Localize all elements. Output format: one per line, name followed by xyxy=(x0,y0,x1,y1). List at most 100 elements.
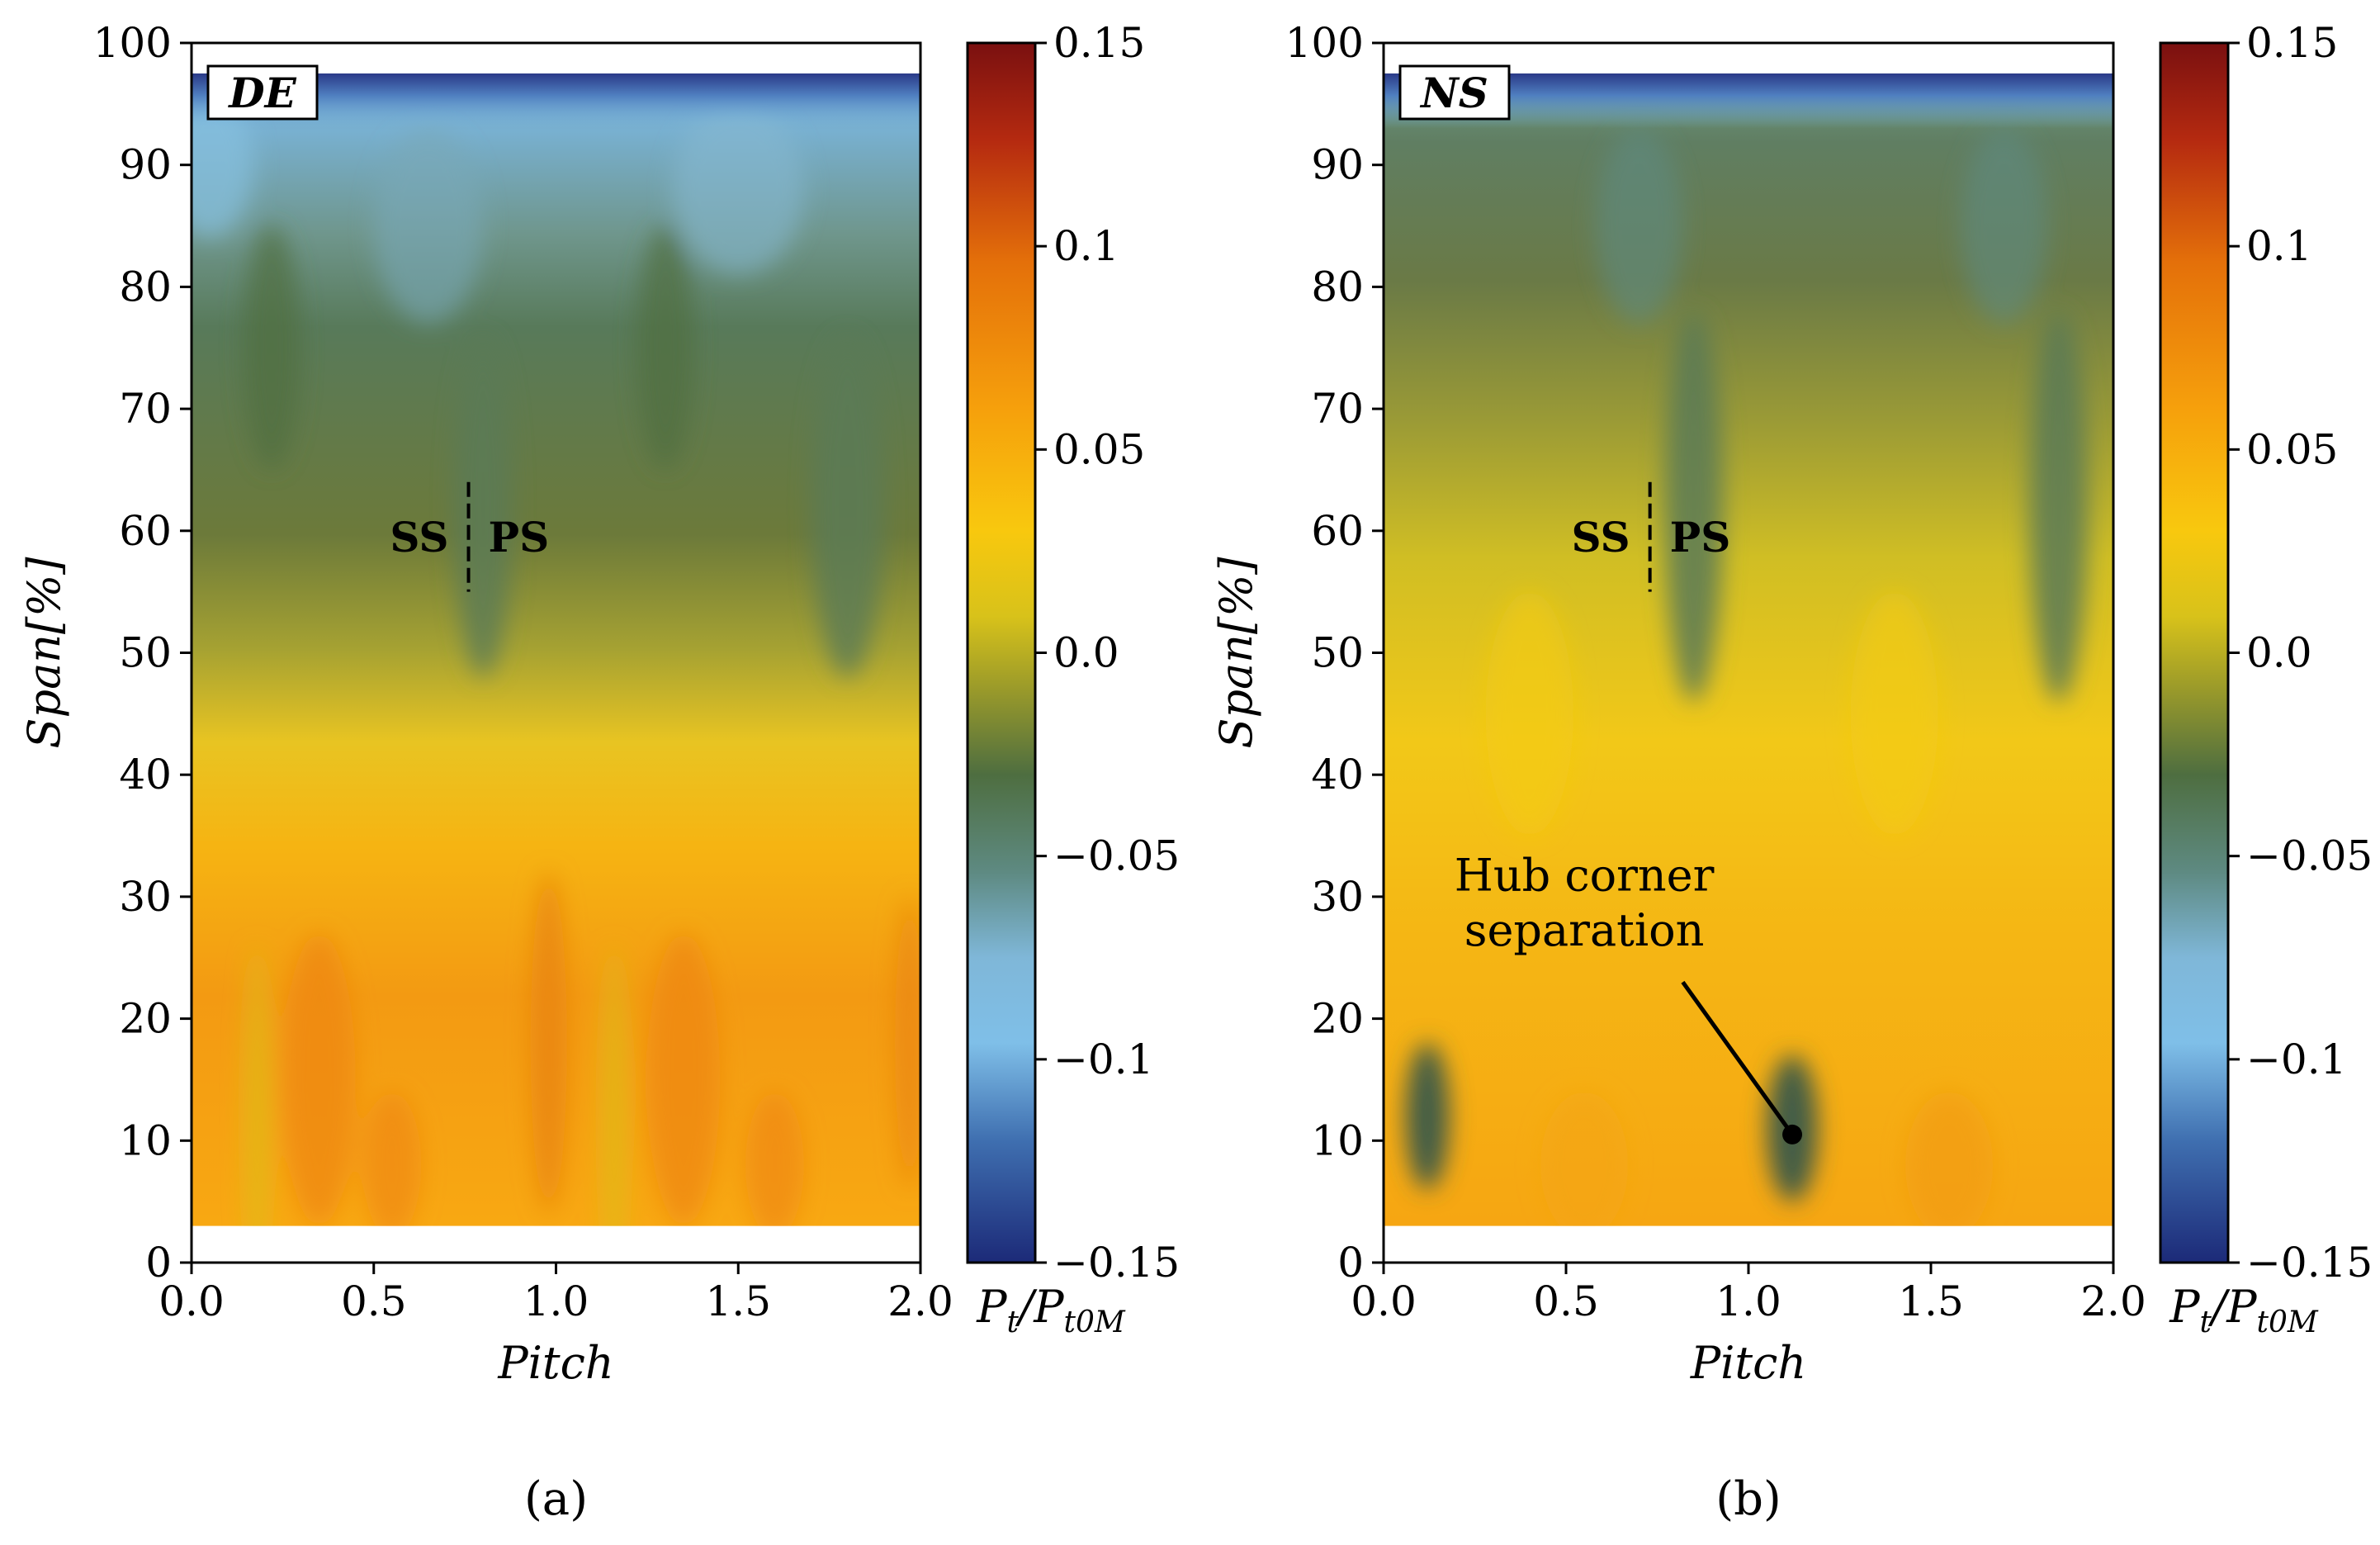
y-tick-label: 70 xyxy=(1311,385,1364,433)
caption-a: (a) xyxy=(524,1472,588,1526)
field-feature xyxy=(1595,128,1683,324)
ps-label-b: PS xyxy=(1670,513,1731,562)
x-tick-label: 2.0 xyxy=(887,1277,953,1325)
field-b xyxy=(1384,73,2113,1226)
colorbar-tick-label: 0.15 xyxy=(1053,19,1145,67)
y-tick-label: 0 xyxy=(145,1239,172,1287)
cbar-label-a-sub-t: t xyxy=(1007,1306,1020,1339)
colorbar-tick-label: 0.05 xyxy=(1053,425,1145,473)
y-tick-label: 0 xyxy=(1337,1239,1364,1287)
y-tick-label: 40 xyxy=(119,751,172,799)
ss-label-b: SS xyxy=(1572,513,1630,562)
callout-separation: separation xyxy=(1464,904,1705,956)
field-feature xyxy=(192,92,254,239)
colorbar-b: 0.15 0.1 0.05 0.0 −0.05 −0.1 −0.15 xyxy=(2159,19,2373,1287)
callout-leader-line xyxy=(1681,980,1795,1136)
y-axis-label-a: Span[%] xyxy=(18,557,70,749)
field-feature xyxy=(530,872,567,1214)
colorbar-tick-label: −0.15 xyxy=(1053,1239,1180,1287)
cbar-label-b-slash: /P xyxy=(2207,1281,2258,1333)
colorbar-tick-label: −0.1 xyxy=(2246,1036,2346,1083)
cbar-label-a-P: P xyxy=(976,1281,1008,1333)
panel-b: 0.0 0.5 1.0 1.5 2.0 0 10 20 30 40 50 60 70 80 90 100 N… xyxy=(1210,19,2373,1526)
y-axis-label-b: Span[%] xyxy=(1210,557,1262,749)
y-ticks-b: 0 10 20 30 40 50 60 70 80 90 100 xyxy=(1285,19,1384,1287)
cbar-label-b-sub-t: t xyxy=(2200,1306,2212,1339)
y-tick-label: 30 xyxy=(119,873,172,921)
y-tick-label: 80 xyxy=(119,263,172,310)
y-tick-label: 10 xyxy=(119,1116,172,1164)
callout-point xyxy=(1782,1124,1803,1145)
colorbar-tick-label: 0.0 xyxy=(2246,629,2312,677)
field-feature xyxy=(246,945,268,1226)
panel-tag-a-text: DE xyxy=(227,69,296,117)
field-feature xyxy=(895,896,920,1190)
colorbar-tick-label: −0.1 xyxy=(1053,1036,1153,1083)
x-tick-label: 1.5 xyxy=(705,1277,771,1325)
panel-tag-a: DE xyxy=(206,64,319,121)
x-axis-label-a: Pitch xyxy=(497,1337,613,1389)
y-tick-label: 50 xyxy=(1311,629,1364,677)
panel-tag-b: NS xyxy=(1398,64,1511,121)
x-tick-label: 1.0 xyxy=(1715,1277,1781,1325)
field-feature xyxy=(373,128,484,324)
y-tick-label: 60 xyxy=(1311,507,1364,555)
y-tick-label: 20 xyxy=(119,995,172,1043)
colorbar-tick-label: 0.15 xyxy=(2246,19,2338,67)
ss-label-a: SS xyxy=(390,513,448,562)
y-tick-label: 80 xyxy=(1311,263,1364,310)
caption-b: (b) xyxy=(1715,1472,1781,1526)
cbar-label-a-slash: /P xyxy=(1015,1281,1065,1333)
field-feature xyxy=(1905,1092,1994,1226)
y-tick-label: 40 xyxy=(1311,751,1364,799)
callout-hub-corner: Hub corner xyxy=(1455,850,1715,902)
x-ticks-b: 0.0 0.5 1.0 1.5 2.0 xyxy=(1351,1263,2146,1325)
colorbar-tick-label: −0.05 xyxy=(2246,832,2373,880)
y-tick-label: 20 xyxy=(1311,995,1364,1043)
x-tick-label: 0.5 xyxy=(1533,1277,1599,1325)
field-feature xyxy=(282,933,356,1226)
field-feature xyxy=(453,335,513,678)
cbar-label-b-P: P xyxy=(2169,1281,2201,1333)
y-tick-label: 90 xyxy=(119,141,172,189)
y-tick-label: 90 xyxy=(1311,141,1364,189)
cbar-label-b-sub-t0M: t0M xyxy=(2257,1306,2319,1339)
field-a xyxy=(192,73,920,1226)
ps-label-a: PS xyxy=(489,513,550,562)
y-ticks-a: 0 10 20 30 40 50 60 70 80 90 100 xyxy=(93,19,192,1287)
field-feature xyxy=(1540,1092,1629,1226)
x-tick-label: 0.5 xyxy=(341,1277,407,1325)
x-tick-label: 1.0 xyxy=(523,1277,589,1325)
y-tick-label: 10 xyxy=(1311,1116,1364,1164)
y-tick-label: 100 xyxy=(1285,19,1364,67)
x-tick-label: 1.5 xyxy=(1898,1277,1964,1325)
field-feature xyxy=(603,945,626,1226)
y-tick-label: 50 xyxy=(119,629,172,677)
colorbar-tick-label: 0.05 xyxy=(2246,425,2338,473)
field-feature xyxy=(1664,310,1724,702)
y-tick-label: 60 xyxy=(119,507,172,555)
colorbar-label-b: Pt/Pt0M xyxy=(2169,1281,2319,1339)
field-feature xyxy=(636,225,695,470)
field-feature xyxy=(2029,310,2089,702)
y-tick-label: 70 xyxy=(119,385,172,433)
colorbar-tick-label: −0.05 xyxy=(1053,832,1180,880)
x-tick-label: 0.0 xyxy=(159,1277,225,1325)
field-feature xyxy=(242,225,301,470)
colorbar-tick-label: 0.1 xyxy=(2246,222,2312,270)
field-feature xyxy=(672,103,804,275)
panel-tag-b-text: NS xyxy=(1419,69,1488,117)
field-feature xyxy=(362,1092,422,1226)
field-feature xyxy=(1485,591,1573,836)
field-feature xyxy=(646,933,721,1226)
field-feature xyxy=(811,335,884,678)
field-feature xyxy=(1960,128,2048,324)
colorbar-tick-label: 0.0 xyxy=(1053,629,1119,677)
cbar-label-a-sub-t0M: t0M xyxy=(1064,1306,1126,1339)
colorbar-a: 0.15 0.1 0.05 0.0 −0.05 −0.1 −0.15 xyxy=(966,19,1180,1287)
x-tick-label: 2.0 xyxy=(2080,1277,2146,1325)
x-axis-label-b: Pitch xyxy=(1690,1337,1806,1389)
field-feature xyxy=(1405,1043,1450,1190)
panel-a: 0.0 0.5 1.0 1.5 2.0 0 10 20 30 40 50 60 70 80 90 100 D… xyxy=(18,19,1180,1526)
